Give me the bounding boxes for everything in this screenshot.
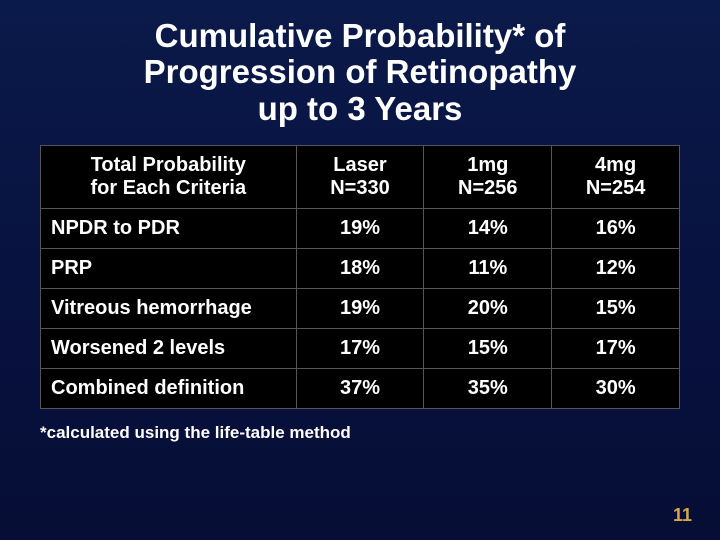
cell-value: 16%	[552, 208, 680, 248]
col-header-0-line2: N=330	[307, 177, 414, 200]
title-line-3: up to 3 Years	[40, 91, 680, 127]
page-number: 11	[673, 505, 692, 526]
row-label: PRP	[41, 248, 297, 288]
col-header-0-line1: Laser	[307, 154, 414, 177]
title-line-2: Progression of Retinopathy	[40, 54, 680, 90]
row-label: NPDR to PDR	[41, 208, 297, 248]
slide-title: Cumulative Probability* of Progression o…	[40, 18, 680, 127]
slide: Cumulative Probability* of Progression o…	[0, 0, 720, 540]
title-line-1: Cumulative Probability* of	[40, 18, 680, 54]
cell-value: 17%	[296, 328, 424, 368]
row-label: Worsened 2 levels	[41, 328, 297, 368]
cell-value: 15%	[552, 288, 680, 328]
col-header-1-line1: 1mg	[434, 154, 541, 177]
cell-value: 18%	[296, 248, 424, 288]
col-header-2-line2: N=254	[562, 177, 669, 200]
cell-value: 19%	[296, 208, 424, 248]
cell-value: 12%	[552, 248, 680, 288]
cell-value: 11%	[424, 248, 552, 288]
table-header-row: Total Probability for Each Criteria Lase…	[41, 145, 680, 208]
data-table: Total Probability for Each Criteria Lase…	[40, 145, 680, 409]
row-header-title: Total Probability for Each Criteria	[41, 145, 297, 208]
cell-value: 37%	[296, 368, 424, 408]
cell-value: 19%	[296, 288, 424, 328]
cell-value: 17%	[552, 328, 680, 368]
row-label: Combined definition	[41, 368, 297, 408]
col-header-1: 1mg N=256	[424, 145, 552, 208]
row-header-line2: for Each Criteria	[51, 177, 286, 200]
col-header-2: 4mg N=254	[552, 145, 680, 208]
cell-value: 15%	[424, 328, 552, 368]
table-row: Combined definition 37% 35% 30%	[41, 368, 680, 408]
row-label: Vitreous hemorrhage	[41, 288, 297, 328]
col-header-2-line1: 4mg	[562, 154, 669, 177]
cell-value: 20%	[424, 288, 552, 328]
table-row: NPDR to PDR 19% 14% 16%	[41, 208, 680, 248]
cell-value: 14%	[424, 208, 552, 248]
col-header-1-line2: N=256	[434, 177, 541, 200]
cell-value: 35%	[424, 368, 552, 408]
cell-value: 30%	[552, 368, 680, 408]
table-row: Vitreous hemorrhage 19% 20% 15%	[41, 288, 680, 328]
col-header-0: Laser N=330	[296, 145, 424, 208]
row-header-line1: Total Probability	[51, 154, 286, 177]
table-row: PRP 18% 11% 12%	[41, 248, 680, 288]
footnote: *calculated using the life-table method	[40, 423, 680, 443]
table-row: Worsened 2 levels 17% 15% 17%	[41, 328, 680, 368]
